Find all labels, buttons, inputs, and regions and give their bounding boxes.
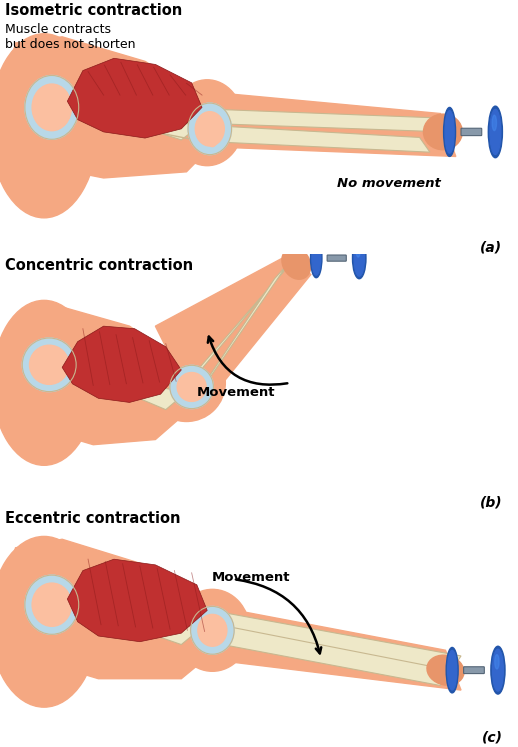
- Ellipse shape: [203, 118, 222, 152]
- Polygon shape: [41, 596, 202, 645]
- Circle shape: [22, 338, 76, 391]
- Ellipse shape: [282, 247, 311, 279]
- Ellipse shape: [443, 108, 455, 156]
- Polygon shape: [41, 357, 186, 409]
- Circle shape: [25, 75, 79, 139]
- Polygon shape: [217, 626, 451, 686]
- Circle shape: [195, 111, 224, 146]
- FancyBboxPatch shape: [327, 255, 347, 261]
- Ellipse shape: [0, 300, 96, 465]
- Ellipse shape: [424, 114, 463, 149]
- Text: Eccentric contraction: Eccentric contraction: [5, 511, 181, 526]
- Circle shape: [198, 614, 227, 646]
- Ellipse shape: [492, 115, 496, 131]
- Polygon shape: [155, 254, 311, 409]
- Ellipse shape: [354, 240, 365, 276]
- Ellipse shape: [427, 655, 464, 685]
- Ellipse shape: [356, 245, 361, 257]
- Ellipse shape: [493, 649, 503, 691]
- Circle shape: [177, 373, 206, 401]
- Polygon shape: [5, 37, 223, 178]
- Ellipse shape: [0, 34, 98, 218]
- Ellipse shape: [186, 381, 199, 400]
- Ellipse shape: [490, 109, 501, 155]
- Polygon shape: [193, 264, 287, 401]
- Ellipse shape: [495, 654, 499, 669]
- Polygon shape: [67, 560, 207, 642]
- Polygon shape: [215, 125, 430, 152]
- Text: Movement: Movement: [212, 571, 291, 584]
- Text: (c): (c): [481, 730, 502, 744]
- Circle shape: [148, 344, 225, 421]
- Text: No movement: No movement: [337, 177, 440, 190]
- Polygon shape: [176, 599, 461, 690]
- Ellipse shape: [312, 241, 321, 275]
- Ellipse shape: [311, 238, 322, 278]
- Circle shape: [171, 80, 243, 166]
- Circle shape: [188, 103, 232, 155]
- Ellipse shape: [207, 123, 218, 146]
- Polygon shape: [62, 326, 181, 403]
- Polygon shape: [176, 89, 456, 156]
- Ellipse shape: [0, 536, 98, 707]
- Ellipse shape: [182, 376, 203, 404]
- Polygon shape: [41, 95, 202, 140]
- Polygon shape: [5, 539, 223, 679]
- Circle shape: [32, 84, 71, 131]
- Polygon shape: [67, 58, 202, 138]
- Text: Muscle contracts
but does not shorten: Muscle contracts but does not shorten: [5, 23, 136, 52]
- Circle shape: [32, 583, 71, 626]
- Ellipse shape: [446, 648, 458, 693]
- FancyBboxPatch shape: [461, 128, 482, 136]
- Circle shape: [175, 589, 250, 672]
- Ellipse shape: [202, 619, 223, 650]
- Circle shape: [25, 575, 79, 634]
- Polygon shape: [5, 306, 197, 444]
- Polygon shape: [207, 612, 461, 672]
- Polygon shape: [181, 253, 299, 393]
- Ellipse shape: [206, 624, 219, 645]
- Polygon shape: [212, 109, 445, 132]
- Text: (b): (b): [480, 495, 502, 509]
- Text: Isometric contraction: Isometric contraction: [5, 3, 182, 18]
- Circle shape: [30, 345, 69, 385]
- Text: Concentric contraction: Concentric contraction: [5, 258, 193, 273]
- FancyBboxPatch shape: [464, 667, 484, 674]
- Circle shape: [191, 607, 234, 654]
- Text: Movement: Movement: [196, 385, 275, 399]
- Ellipse shape: [491, 646, 505, 694]
- Ellipse shape: [448, 651, 457, 690]
- Ellipse shape: [488, 106, 502, 158]
- Text: (a): (a): [480, 241, 502, 255]
- Circle shape: [170, 365, 213, 409]
- Ellipse shape: [445, 111, 454, 153]
- Ellipse shape: [353, 238, 366, 279]
